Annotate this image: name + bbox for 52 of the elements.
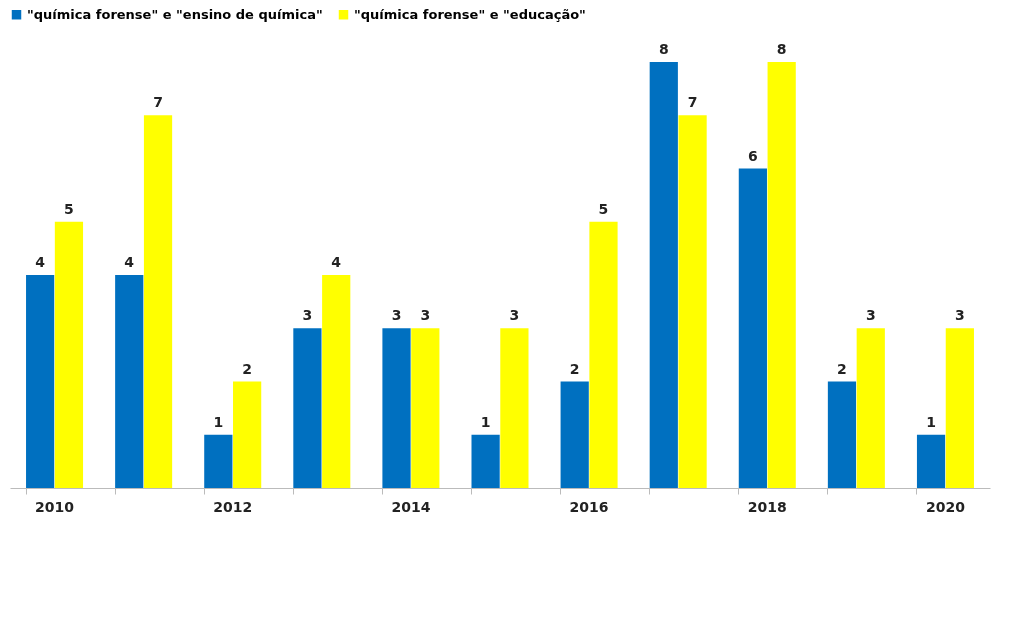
data-label: 7 (687, 94, 698, 111)
data-label: 2 (837, 360, 847, 377)
data-label: 4 (124, 254, 135, 270)
bar (916, 434, 946, 488)
bar (233, 381, 262, 488)
data-label: 3 (954, 307, 965, 324)
legend-label: "química forense" e "educação" (354, 6, 586, 22)
x-tick-label: 2018 (747, 498, 787, 515)
data-label: 1 (926, 413, 936, 430)
bar (26, 275, 55, 488)
bar (945, 328, 974, 488)
data-label: 5 (64, 200, 74, 217)
data-label: 1 (213, 413, 224, 430)
bar (827, 381, 857, 488)
data-label: 4 (331, 254, 342, 270)
bar (322, 275, 351, 488)
bar (115, 275, 144, 488)
data-label: 3 (302, 307, 313, 324)
data-label: 6 (748, 147, 758, 164)
x-tick-label: 2020 (925, 498, 966, 515)
bar (589, 221, 618, 488)
bar (500, 328, 529, 488)
data-label: 2 (569, 360, 580, 377)
bar (471, 434, 500, 488)
x-tick-label: 2014 (391, 498, 431, 515)
data-label: 3 (865, 307, 876, 324)
bar (411, 328, 440, 488)
x-tick-label: 2012 (213, 498, 253, 515)
x-tick-label: 2010 (35, 498, 75, 515)
x-tick-label: 2016 (569, 498, 609, 515)
bar (382, 328, 411, 488)
bar (143, 115, 173, 488)
data-label: 3 (420, 307, 431, 324)
bar (54, 221, 84, 488)
bar (293, 328, 322, 488)
bar (767, 62, 796, 488)
data-label: 1 (480, 413, 491, 430)
bar (856, 328, 885, 488)
bar (738, 168, 767, 488)
data-label: 5 (598, 200, 609, 217)
data-label: 8 (658, 41, 669, 57)
data-label: 2 (242, 360, 252, 377)
bar (678, 115, 707, 488)
legend-label: "química forense" e "ensino de química" (27, 6, 323, 22)
bar (560, 381, 589, 488)
data-label: 4 (35, 254, 46, 270)
data-label: 3 (509, 307, 520, 324)
bar (649, 62, 678, 488)
data-label: 8 (776, 41, 787, 57)
data-label: 3 (391, 307, 402, 324)
bar (204, 434, 233, 488)
data-label: 7 (153, 94, 163, 111)
